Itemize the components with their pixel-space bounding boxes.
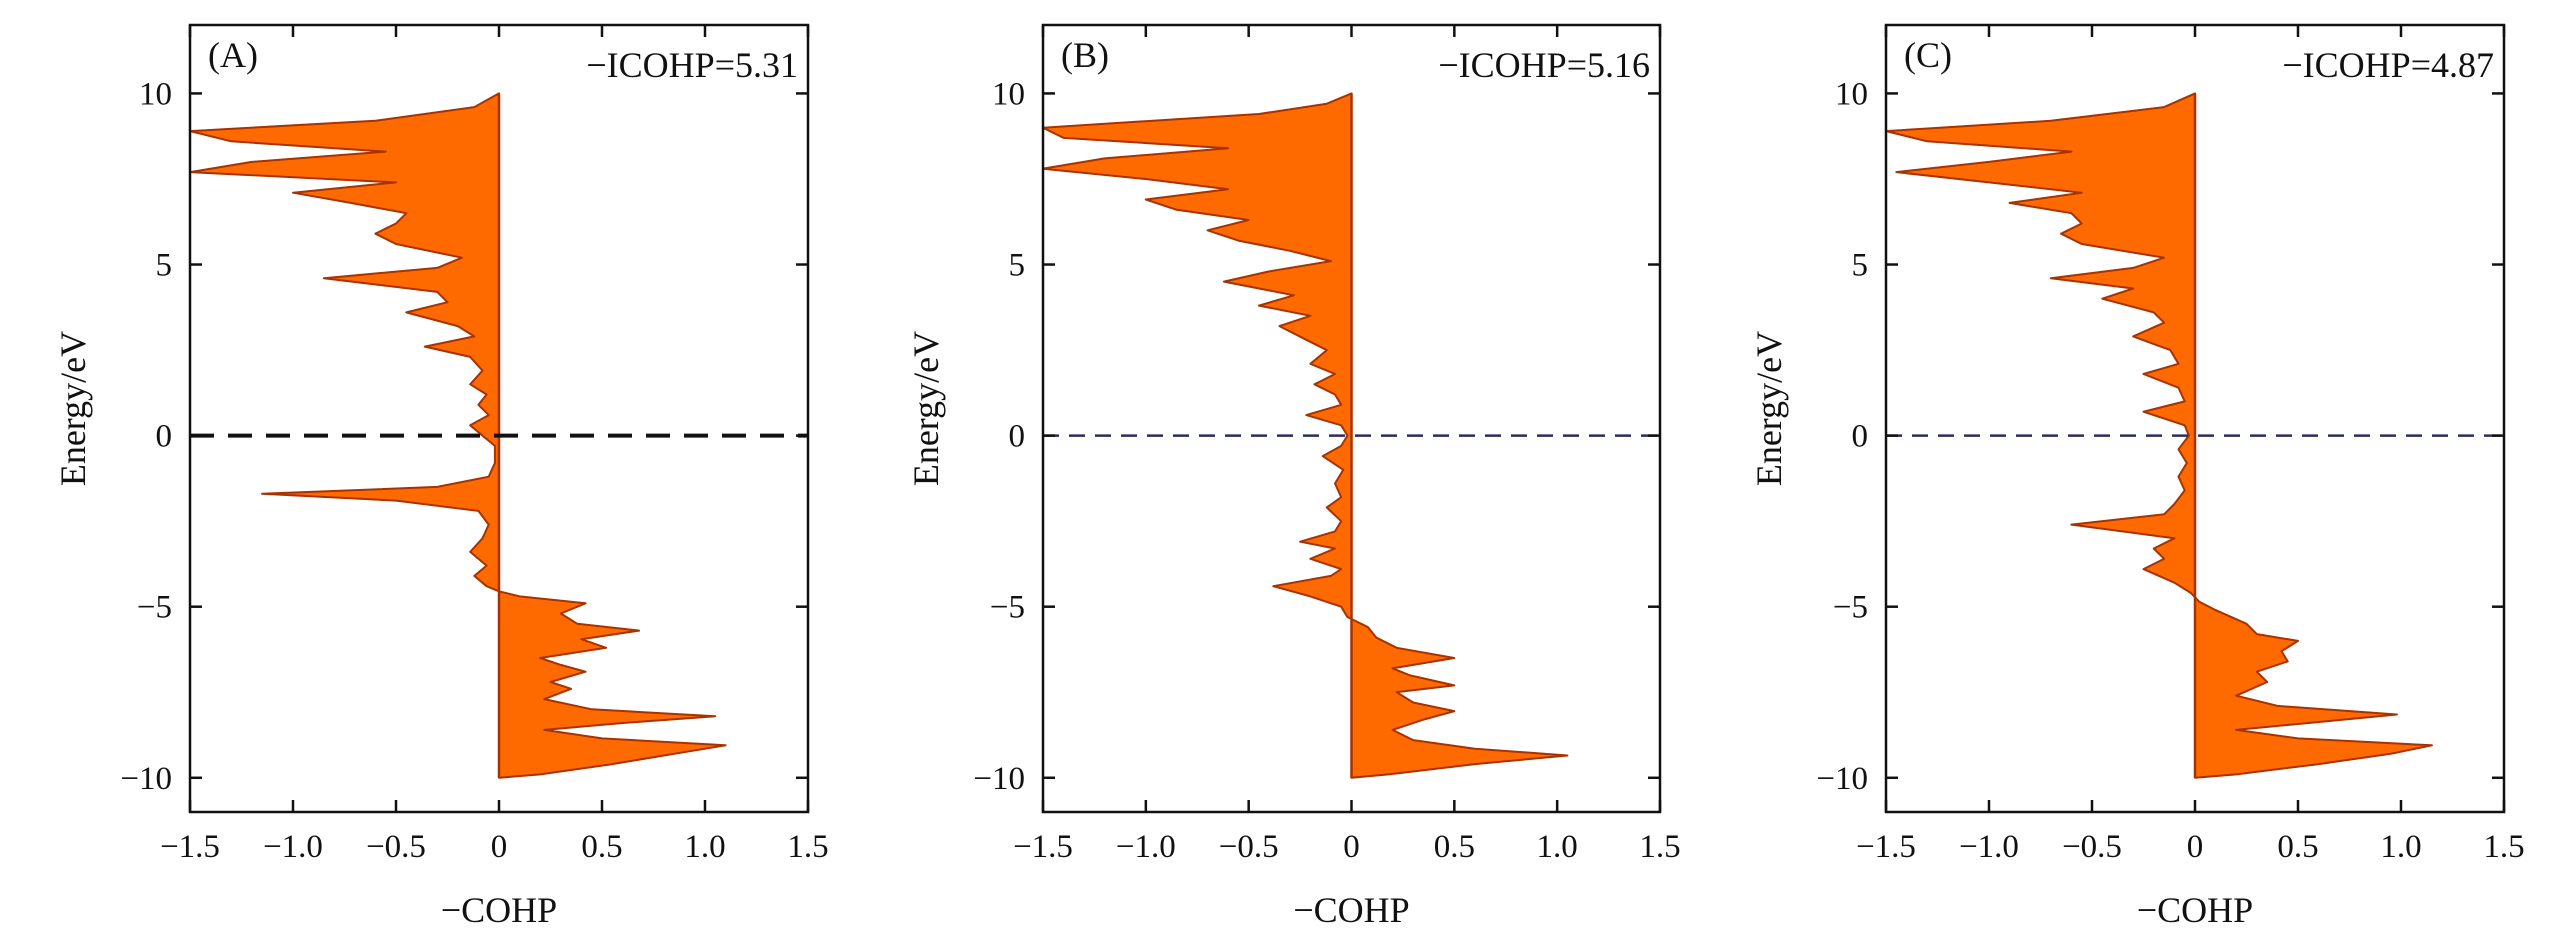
y-tick-label: 5 bbox=[1009, 248, 1026, 284]
x-tick-label: 0 bbox=[1343, 829, 1360, 865]
panel-a: −1.5 −1.0 −0.5 0 0.5 1.0 1.5 −10 −5 0 5 10 −COHP Ener… bbox=[53, 23, 829, 930]
x-tick-label: −1.0 bbox=[1116, 829, 1176, 865]
icohp-annotation: −ICOHP=5.16 bbox=[1438, 45, 1650, 85]
y-tick-label: −5 bbox=[137, 590, 172, 626]
x-axis-title: −COHP bbox=[1293, 890, 1409, 930]
x-tick-label: −0.5 bbox=[2062, 829, 2122, 865]
x-axis-title: −COHP bbox=[441, 890, 557, 930]
x-tick-label: 1.5 bbox=[2483, 829, 2524, 865]
panel-label: (C) bbox=[1904, 35, 1952, 75]
x-tick-label: −1.5 bbox=[160, 829, 220, 865]
x-tick-label: −0.5 bbox=[1219, 829, 1279, 865]
y-tick-label: 0 bbox=[1852, 419, 1869, 455]
x-tick-label: −1.5 bbox=[1856, 829, 1916, 865]
y-axis-title: Energy/eV bbox=[906, 331, 946, 486]
x-tick-label: 1.0 bbox=[1537, 829, 1578, 865]
y-tick-label: −5 bbox=[1833, 590, 1868, 626]
y-tick-label: 5 bbox=[1852, 248, 1869, 284]
y-tick-label: −10 bbox=[973, 761, 1025, 797]
y-tick-label: 10 bbox=[1835, 76, 1868, 112]
x-tick-label: −1.0 bbox=[1959, 829, 2019, 865]
x-tick-label: 0.5 bbox=[1434, 829, 1475, 865]
x-axis-title: −COHP bbox=[2137, 890, 2253, 930]
x-tick-label: 1.0 bbox=[684, 829, 725, 865]
panel-label: (A) bbox=[208, 35, 258, 75]
y-axis-title: Energy/eV bbox=[53, 331, 93, 486]
y-tick-label: 10 bbox=[992, 76, 1025, 112]
cohp-area bbox=[190, 92, 727, 779]
y-tick-label: 5 bbox=[156, 248, 173, 284]
x-tick-label: −1.5 bbox=[1013, 829, 1073, 865]
y-tick-label: 10 bbox=[139, 76, 172, 112]
x-tick-label: 0.5 bbox=[2277, 829, 2318, 865]
panel-b: −1.5 −1.0 −0.5 0 0.5 1.0 1.5 −10 −5 0 5 10 −COHP Ener… bbox=[906, 23, 1681, 930]
cohp-area bbox=[1886, 92, 2433, 779]
icohp-annotation: −ICOHP=4.87 bbox=[2282, 45, 2494, 85]
y-tick-label: 0 bbox=[1009, 419, 1026, 455]
panel-label: (B) bbox=[1061, 35, 1109, 75]
x-tick-label: 1.5 bbox=[1639, 829, 1680, 865]
x-tick-label: 1.5 bbox=[787, 829, 828, 865]
x-tick-label: 1.0 bbox=[2380, 829, 2421, 865]
x-tick-label: 0 bbox=[491, 829, 508, 865]
x-tick-label: 0.5 bbox=[581, 829, 622, 865]
y-axis-title: Energy/eV bbox=[1749, 331, 1789, 486]
icohp-annotation: −ICOHP=5.31 bbox=[586, 45, 798, 85]
x-tick-label: −0.5 bbox=[366, 829, 426, 865]
y-tick-label: −10 bbox=[120, 761, 172, 797]
y-tick-label: −5 bbox=[990, 590, 1025, 626]
panel-c: −1.5 −1.0 −0.5 0 0.5 1.0 1.5 −10 −5 0 5 10 −COHP Ener… bbox=[1749, 23, 2525, 930]
y-tick-label: −10 bbox=[1816, 761, 1868, 797]
x-tick-label: 0 bbox=[2187, 829, 2204, 865]
y-tick-label: 0 bbox=[156, 419, 173, 455]
cohp-area bbox=[1043, 92, 1569, 779]
x-tick-label: −1.0 bbox=[263, 829, 323, 865]
